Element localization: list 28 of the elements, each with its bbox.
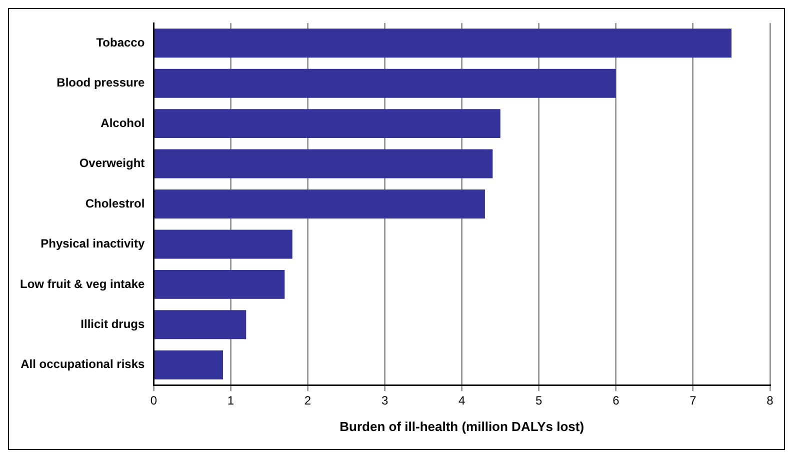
y-tick-label: All occupational risks: [20, 357, 145, 372]
y-tick-label: Overweight: [79, 156, 145, 170]
y-tick-label: Cholestrol: [85, 196, 145, 210]
bar: [154, 230, 292, 259]
y-tick-label: Illicit drugs: [80, 316, 145, 331]
x-tick-label: 8: [766, 394, 774, 408]
bar: [154, 68, 616, 98]
y-tick-label: Blood pressure: [56, 76, 145, 90]
x-tick-label: 6: [612, 394, 620, 408]
bar: [154, 310, 246, 340]
x-tick-label: 1: [227, 394, 234, 408]
x-axis-title: Burden of ill-health (million DALYs lost): [340, 418, 584, 434]
bar: [154, 149, 493, 178]
bar: [154, 270, 285, 299]
x-tick-label: 5: [536, 394, 543, 408]
x-tick-label: 0: [150, 394, 158, 408]
x-tick-label: 7: [690, 394, 697, 408]
bar: [154, 350, 224, 380]
y-tick-label: Alcohol: [100, 116, 145, 130]
y-tick-label: Physical inactivity: [40, 236, 145, 251]
y-tick-label: Tobacco: [96, 35, 145, 50]
x-tick-label: 2: [304, 394, 312, 408]
x-tick-label: 3: [381, 394, 388, 408]
bar: [154, 109, 500, 138]
bar: [154, 28, 732, 58]
y-tick-label: Low fruit & veg intake: [20, 276, 145, 291]
x-tick-label: 4: [458, 394, 466, 408]
bar: [154, 190, 485, 218]
